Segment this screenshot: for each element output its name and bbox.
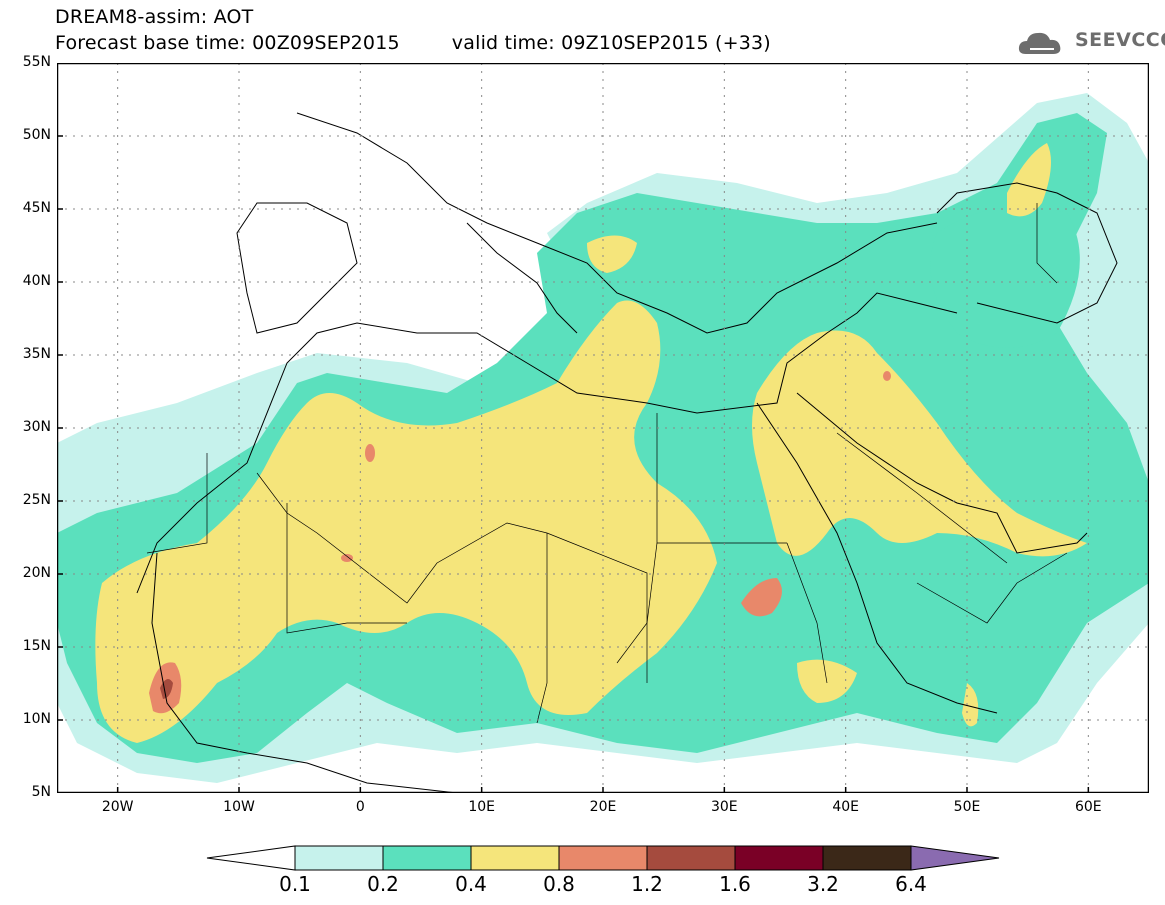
- lat-tick-label: 35N: [22, 346, 51, 362]
- map-grid: [57, 63, 1149, 793]
- lon-tick-label: 30E: [710, 799, 738, 815]
- lat-tick-label: 5N: [31, 784, 51, 800]
- lon-tick-label: 20E: [589, 799, 617, 815]
- forecast-time-line: Forecast base time: 00Z09SEP2015 valid ti…: [55, 32, 771, 54]
- colorbar-level-label: 0.8: [543, 872, 575, 896]
- valid-time-text: valid time: 09Z10SEP2015 (+33): [451, 32, 771, 54]
- cloud-logo-icon: [1018, 32, 1061, 54]
- colorbar-level-label: 0.4: [455, 872, 487, 896]
- logo-text: SEEVCCC: [1075, 29, 1165, 51]
- colorbar-over-triangle: [910, 845, 1000, 871]
- lon-tick-label: 60E: [1074, 799, 1102, 815]
- country-borders: [146, 203, 1068, 724]
- colorbar-cell: [734, 845, 824, 871]
- colorbar-level-label: 1.2: [631, 872, 663, 896]
- aot-level-0.4: [95, 143, 1087, 743]
- lon-tick-label: 20W: [101, 799, 134, 815]
- colorbar-under-triangle: [206, 845, 296, 871]
- lat-tick-label: 20N: [22, 565, 51, 581]
- lat-tick-label: 25N: [22, 492, 51, 508]
- lon-tick-label: 0: [355, 799, 365, 815]
- map-panel: [57, 63, 1149, 793]
- lat-tick-label: 55N: [22, 54, 51, 70]
- lat-tick-label: 15N: [22, 638, 51, 654]
- colorbar-level-label: 6.4: [895, 872, 927, 896]
- colorbar-level-label: 3.2: [807, 872, 839, 896]
- colorbar-cell: [382, 845, 472, 871]
- aot-level-0.8: [149, 371, 891, 714]
- lat-tick-label: 40N: [22, 273, 51, 289]
- lon-tick-label: 10W: [223, 799, 255, 815]
- lat-tick-label: 45N: [22, 200, 51, 216]
- colorbar-level-label: 0.1: [279, 872, 311, 896]
- coastlines: [136, 112, 1118, 793]
- map-ticks: [57, 63, 1090, 793]
- base-time-text: Forecast base time: 00Z09SEP2015: [55, 32, 400, 54]
- aot-colorbar: [206, 845, 1000, 871]
- colorbar-cell: [646, 845, 736, 871]
- lon-tick-label: 10E: [468, 799, 495, 815]
- lat-tick-label: 10N: [22, 711, 51, 727]
- colorbar-level-label: 0.2: [367, 872, 399, 896]
- colorbar-cell: [470, 845, 560, 871]
- lat-tick-label: 30N: [22, 419, 51, 435]
- colorbar-cell: [294, 845, 384, 871]
- lon-tick-label: 40E: [832, 799, 859, 815]
- colorbar-level-label: 1.6: [719, 872, 751, 896]
- colorbar-cell: [822, 845, 912, 871]
- colorbar-cell: [558, 845, 648, 871]
- aot-map: [57, 63, 1149, 793]
- lon-tick-label: 50E: [953, 799, 981, 815]
- map-title: DREAM8-assim: AOT: [55, 6, 254, 28]
- lat-tick-label: 50N: [22, 127, 51, 143]
